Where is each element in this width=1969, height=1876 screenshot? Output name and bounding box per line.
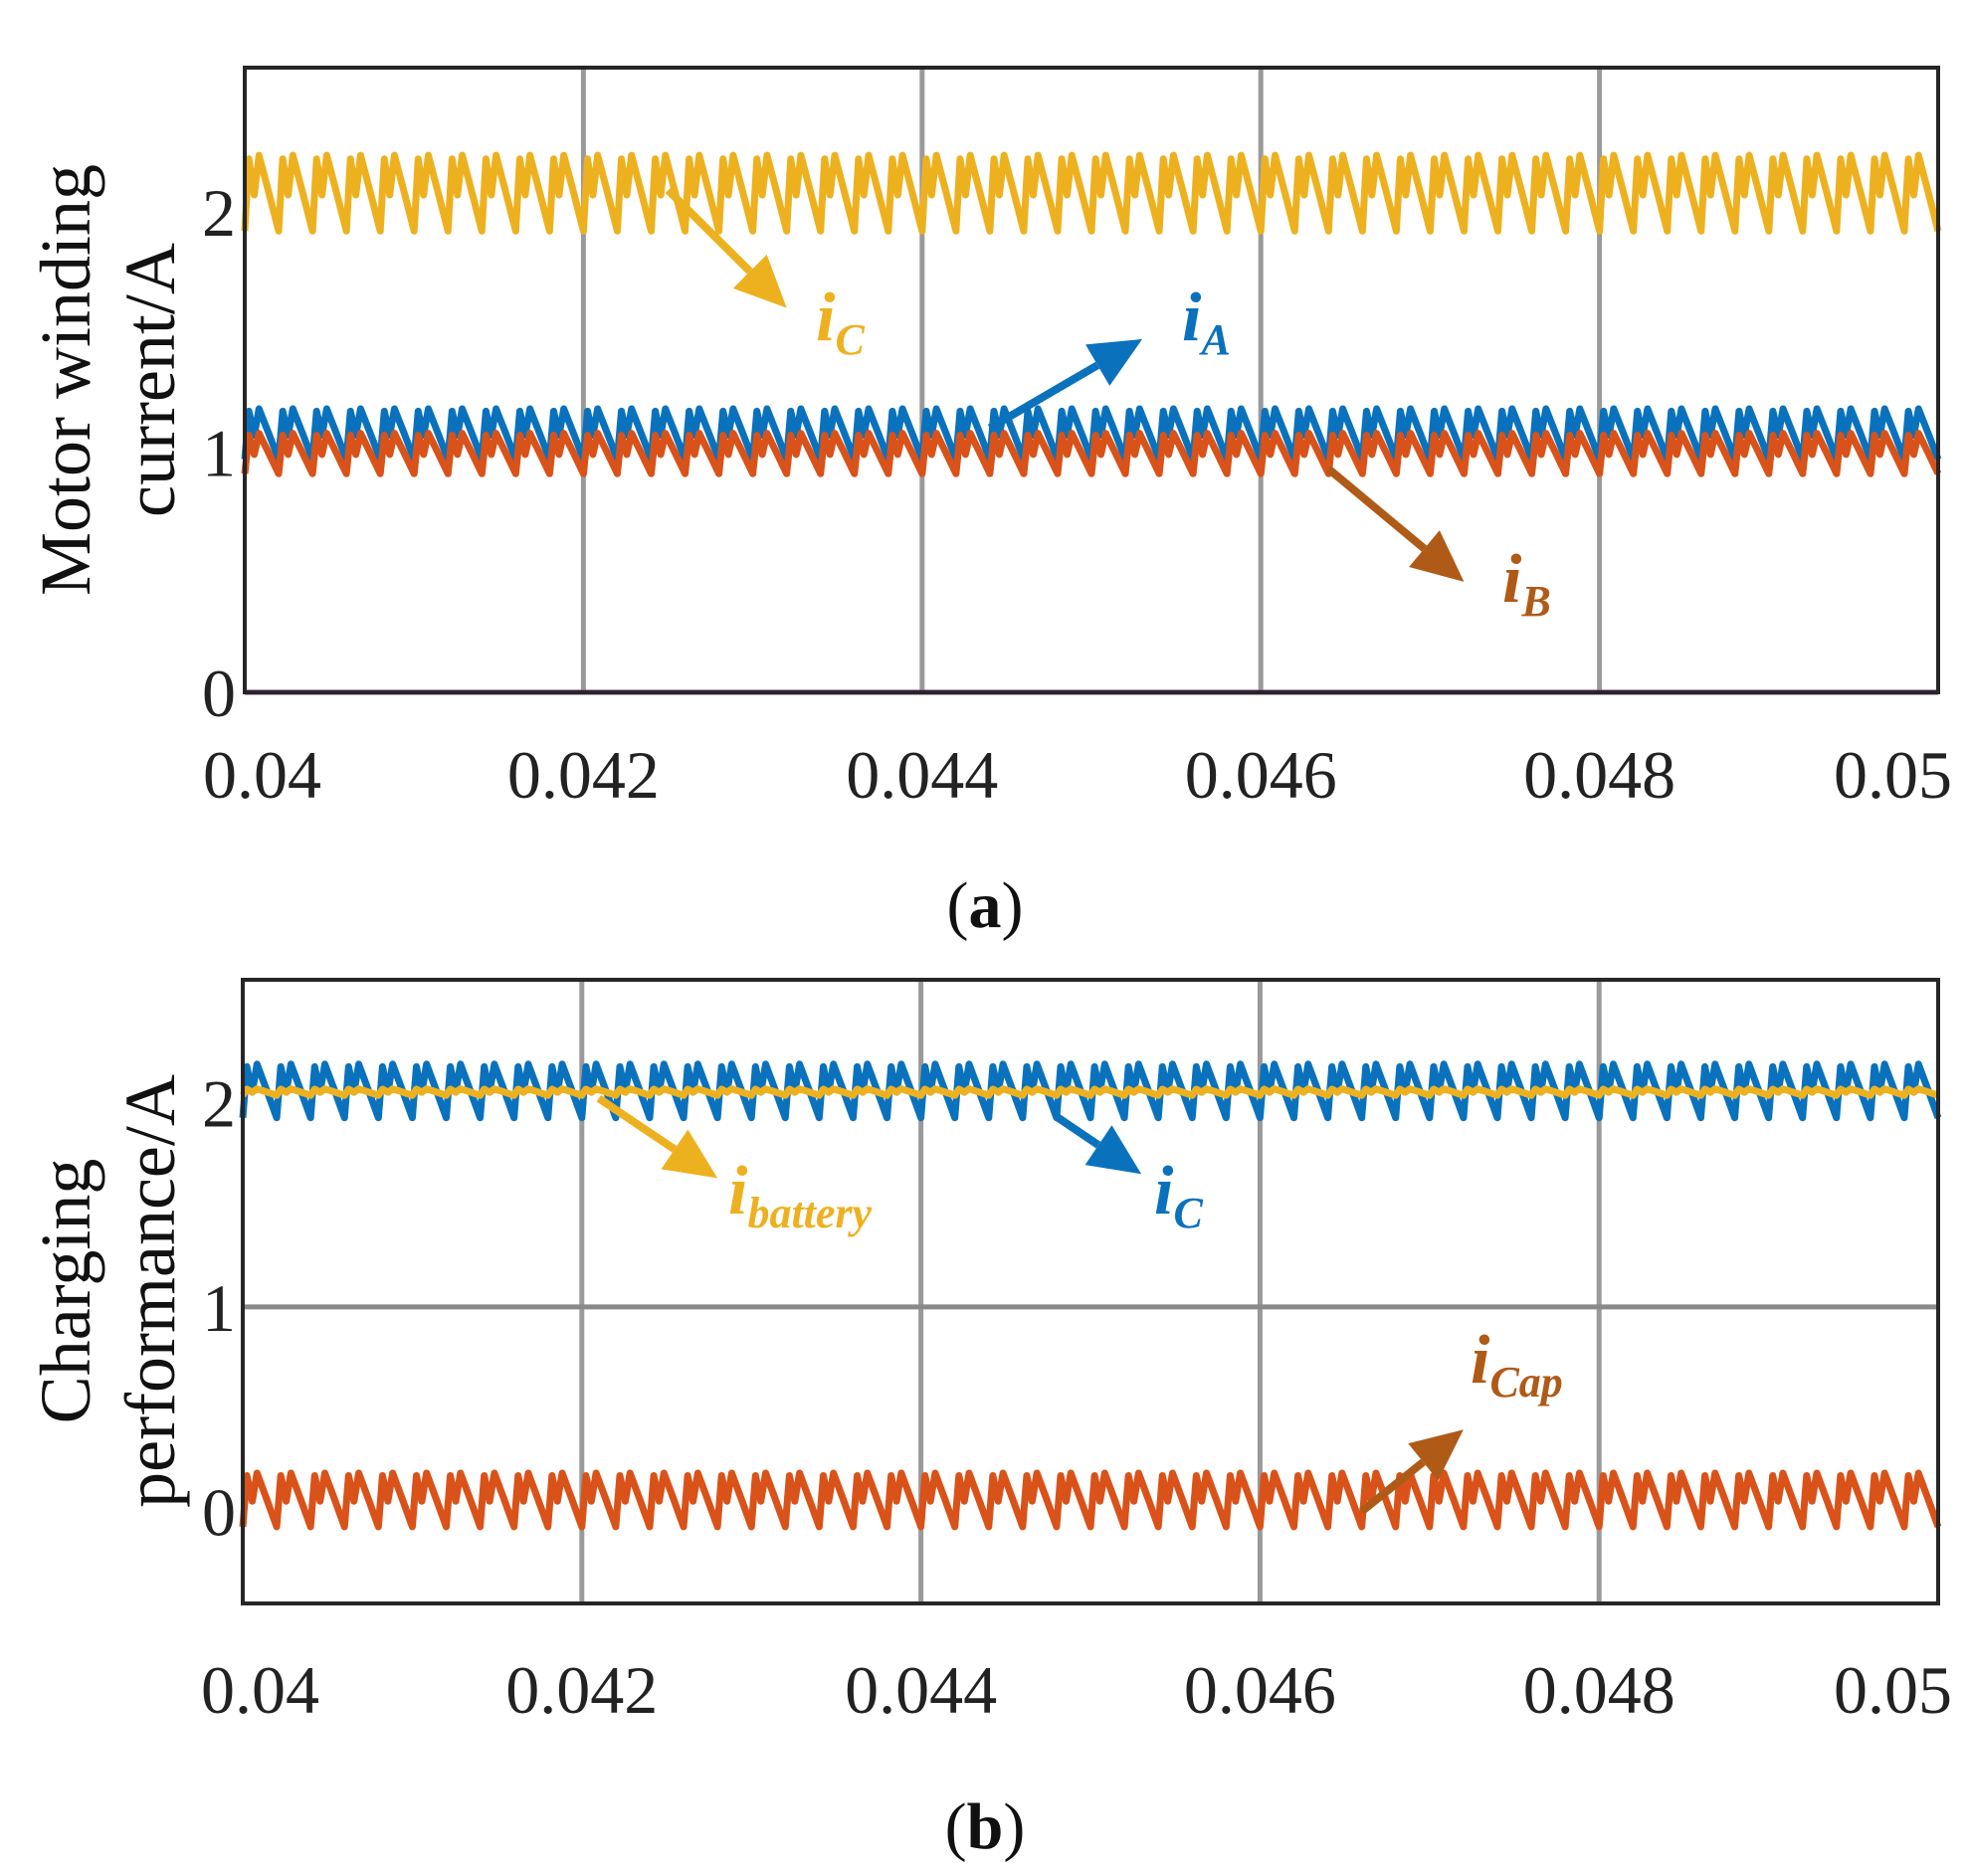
x-tick-label: 0.05 [1834, 1652, 1952, 1728]
panel-b-label-ic: iC [1154, 1153, 1203, 1237]
x-tick-label: 0.044 [845, 1652, 997, 1728]
panel-b-series [239, 1060, 1942, 1531]
annotation-arrowhead-cap [1408, 1429, 1464, 1481]
panel-a-caption: (a) [947, 869, 1024, 942]
panel-b-ylabel-line1: Charging [26, 1159, 105, 1424]
x-tick-label: 0.042 [505, 1652, 658, 1728]
series-iCap [239, 1469, 1942, 1531]
annotation-arrowhead-a [1085, 338, 1143, 386]
annotation-arrow-b [1325, 466, 1428, 552]
panel-b-caption: (b) [945, 1790, 1026, 1863]
x-tick-label: 0.04 [203, 737, 321, 813]
panel-a-x-ticks: 0.04 0.042 0.044 0.046 0.048 0.05 [203, 737, 1952, 813]
x-tick-label: 0.044 [846, 737, 998, 813]
annotation-arrow-battery [596, 1094, 678, 1153]
annotation-arrow-a [987, 361, 1100, 432]
panel-a-label-ic: iC [816, 280, 865, 364]
y-tick-label: 1 [202, 415, 236, 490]
panel-b-y-ticks: 0 1 2 [202, 1065, 236, 1550]
annotation-arrowhead-battery [661, 1129, 718, 1179]
panel-a-y-ticks: 0 1 2 [202, 175, 236, 731]
annotation-arrowhead-c [1084, 1125, 1142, 1175]
panel-a: 0.04 0.042 0.044 0.046 0.048 0.05 0 1 2 Motor w… [26, 66, 1952, 942]
y-tick-label: 1 [202, 1270, 236, 1346]
annotation-arrow-c [665, 187, 753, 275]
panel-b-label-icap: iCap [1471, 1322, 1563, 1407]
panel-b: 0.04 0.042 0.044 0.046 0.048 0.05 0 1 2 Chargin… [26, 978, 1952, 1863]
panel-a-arrows [665, 187, 1465, 582]
y-tick-label: 0 [202, 656, 236, 731]
panel-a-label-ia: iA [1182, 280, 1231, 364]
panel-b-axes-frame [241, 978, 1940, 1605]
x-tick-label: 0.04 [201, 1652, 319, 1728]
annotation-arrowhead-b [1409, 530, 1465, 582]
panel-a-series [241, 151, 1942, 695]
panel-a-ylabel-line2: current/A [110, 243, 190, 517]
x-tick-label: 0.048 [1523, 737, 1675, 813]
series-iC [239, 1060, 1942, 1122]
panel-a-axes-frame [243, 66, 1940, 694]
series-iC [241, 151, 1942, 235]
y-tick-label: 2 [202, 175, 236, 251]
x-tick-label: 0.042 [507, 737, 660, 813]
x-tick-label: 0.05 [1834, 737, 1952, 813]
panel-a-ylabel-line1: Motor winding [26, 164, 105, 596]
series-iB [241, 430, 1942, 477]
panel-b-label-ibattery: ibattery [728, 1153, 873, 1237]
series-ibattery [240, 1085, 1940, 1099]
x-tick-label: 0.046 [1185, 737, 1337, 813]
y-tick-label: 2 [202, 1065, 236, 1141]
x-tick-label: 0.048 [1523, 1652, 1675, 1728]
y-tick-label: 0 [202, 1474, 236, 1550]
panel-a-label-ib: iB [1502, 541, 1551, 626]
panel-b-ylabel-line2: performance/A [110, 1074, 190, 1508]
annotation-arrow-cap [1359, 1458, 1426, 1515]
panel-b-x-ticks: 0.04 0.042 0.044 0.046 0.048 0.05 [201, 1652, 1952, 1728]
annotation-arrow-c [1054, 1113, 1101, 1149]
x-tick-label: 0.046 [1184, 1652, 1336, 1728]
annotation-arrowhead-c [732, 254, 787, 308]
panel-b-arrows [596, 1094, 1464, 1515]
